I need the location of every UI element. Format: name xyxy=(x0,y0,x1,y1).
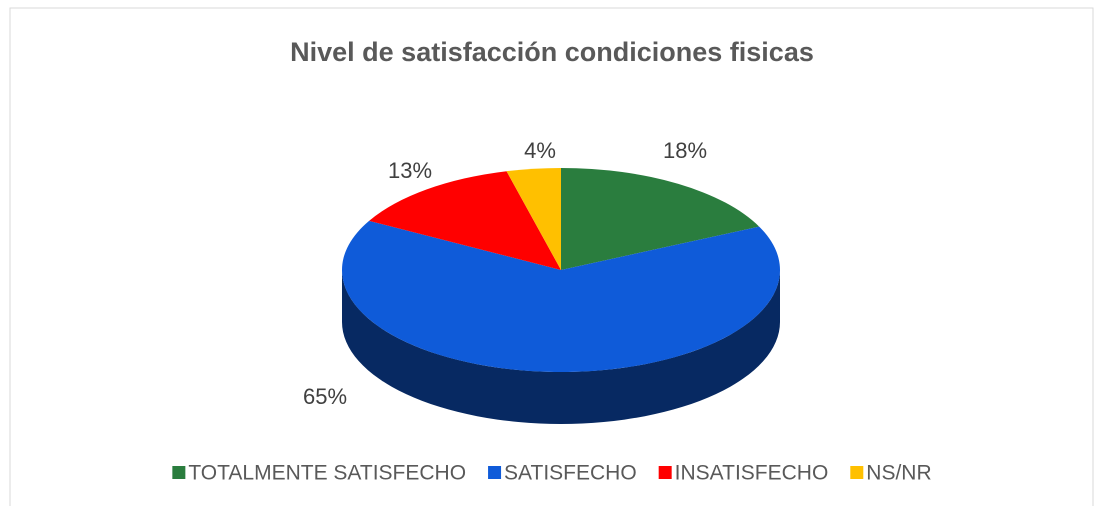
legend-swatch xyxy=(658,466,672,479)
pie-slice xyxy=(341,220,780,373)
pie-slice xyxy=(369,171,561,270)
legend-label: INSATISFECHO xyxy=(675,462,829,485)
legend-swatch xyxy=(488,466,502,479)
legend-swatch xyxy=(850,466,864,479)
data-label: 13% xyxy=(388,158,432,183)
pie-slice xyxy=(506,168,561,270)
data-label: 65% xyxy=(303,384,347,409)
pie-side xyxy=(342,270,780,424)
chart-title: Nivel de satisfacción condiciones fisica… xyxy=(290,37,814,67)
legend-label: TOTALMENTE SATISFECHO xyxy=(188,462,466,485)
legend-label: SATISFECHO xyxy=(504,462,637,485)
data-label: 18% xyxy=(663,138,707,163)
legend-swatch xyxy=(172,466,186,479)
legend-label: NS/NR xyxy=(866,462,931,485)
data-label: 4% xyxy=(524,138,556,163)
pie-slice xyxy=(561,168,760,270)
